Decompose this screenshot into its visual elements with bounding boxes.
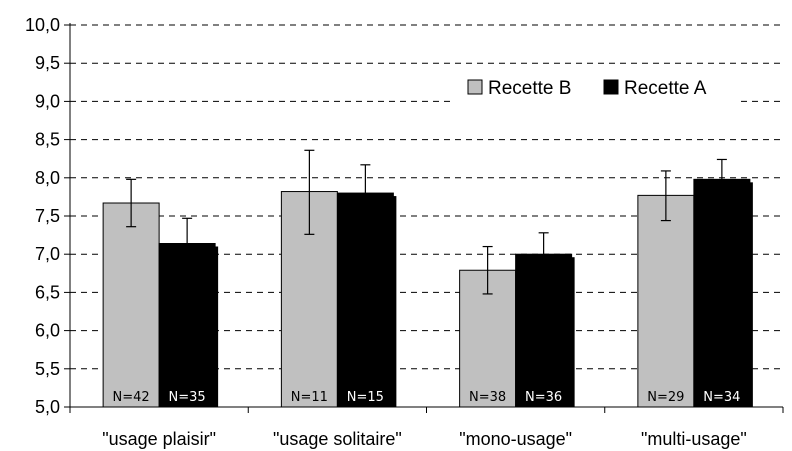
category-label: "mono-usage" [459, 429, 572, 449]
error-bar [482, 245, 493, 295]
error-bar [182, 217, 193, 271]
labels: 10,0 9,5 9,0 8,5 8,0 7,5 7,0 6,5 6,0 5,5 5,0 N=42 N=… [25, 15, 747, 449]
legend-swatch-recette-a [603, 79, 619, 95]
bar-recette-b [102, 202, 160, 408]
y-tick-label: 8,0 [35, 168, 60, 188]
legend-label: Recette B [488, 78, 571, 99]
bar-recette-b [637, 194, 695, 408]
bar-recette-a [336, 192, 394, 408]
error-bar [126, 178, 137, 228]
n-label: N=35 [169, 390, 206, 405]
n-label: N=11 [291, 390, 328, 405]
category-label: "usage solitaire" [273, 429, 402, 449]
y-tick-label: 5,0 [35, 397, 60, 417]
y-tick-label: 10,0 [25, 15, 60, 35]
legend-label: Recette A [624, 78, 707, 99]
category-label: "multi-usage" [641, 429, 747, 449]
error-bars [126, 149, 727, 295]
error-bar [716, 158, 727, 200]
bar-recette-a [515, 253, 573, 408]
error-bar [660, 170, 671, 222]
legend: Recette B Recette A [454, 70, 736, 104]
y-tick-label: 5,5 [35, 359, 60, 379]
bar-recette-a [158, 243, 216, 408]
y-tick-label: 7,5 [35, 206, 60, 226]
legend-background [454, 70, 736, 104]
y-tick-label: 7,0 [35, 244, 60, 264]
y-tick-label: 6,0 [35, 321, 60, 341]
y-tick-label: 6,5 [35, 282, 60, 302]
bars [102, 178, 753, 408]
error-bar [360, 164, 371, 222]
error-bar [304, 149, 315, 235]
n-label: N=29 [647, 390, 684, 405]
n-label: N=36 [525, 390, 562, 405]
error-bar [538, 232, 549, 277]
n-label: N=42 [113, 390, 150, 405]
n-label: N=34 [703, 390, 740, 405]
y-tick-label: 8,5 [35, 130, 60, 150]
legend-swatch-recette-b [467, 79, 483, 95]
y-tick-label: 9,5 [35, 53, 60, 73]
y-tick-label: 9,0 [35, 91, 60, 111]
category-label: "usage plaisir" [102, 429, 216, 449]
n-label: N=15 [347, 390, 384, 405]
n-label: N=38 [469, 390, 506, 405]
bar-recette-a [693, 178, 751, 408]
